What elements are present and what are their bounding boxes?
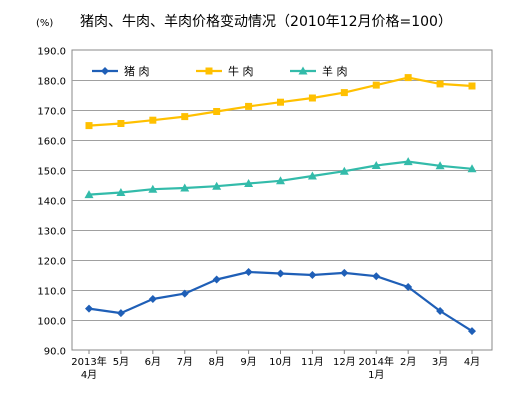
- x-tick-label-line2: 1月: [368, 369, 384, 381]
- x-tick-label: 2014年: [359, 355, 394, 368]
- y-tick-label: 110.0: [37, 287, 66, 298]
- data-point-series-1: [85, 304, 93, 313]
- data-point-series-3: [180, 183, 190, 192]
- data-point-series-1: [404, 283, 413, 291]
- data-point-series-2: [245, 102, 253, 110]
- data-point-series-1: [372, 272, 381, 281]
- data-point-series-2: [308, 94, 316, 102]
- y-tick-label: 120.0: [37, 257, 66, 268]
- data-point-series-1: [244, 268, 253, 276]
- y-tick-label: 180.0: [37, 77, 66, 88]
- x-tick-label: 2月: [400, 356, 416, 368]
- data-point-series-3: [116, 188, 126, 196]
- legend-marker-1: [101, 67, 109, 75]
- data-point-series-2: [213, 108, 221, 115]
- data-point-series-2: [149, 116, 157, 124]
- x-tick-label: 5月: [113, 356, 129, 368]
- data-point-series-1: [308, 271, 317, 279]
- data-point-series-2: [277, 98, 284, 106]
- legend-label-3: 羊 肉: [322, 64, 348, 78]
- data-point-series-2: [340, 89, 348, 97]
- y-tick-label: 130.0: [37, 227, 66, 238]
- data-point-series-3: [371, 161, 381, 169]
- data-point-series-1: [468, 327, 476, 336]
- data-point-series-2: [85, 122, 93, 130]
- data-point-series-1: [276, 269, 285, 278]
- x-tick-label-line2: 4月: [81, 369, 97, 381]
- data-point-series-1: [212, 275, 221, 284]
- x-tick-label: 4月: [464, 356, 480, 368]
- data-point-series-2: [181, 113, 189, 121]
- data-point-series-3: [467, 164, 477, 173]
- data-point-series-1: [148, 295, 157, 303]
- x-tick-label: 3月: [432, 356, 448, 368]
- data-point-series-3: [307, 171, 317, 180]
- data-point-series-3: [403, 157, 413, 166]
- data-point-series-2: [117, 120, 125, 127]
- chart-title: 猪肉、牛肉、羊肉价格变动情况（2010年12月价格=100）: [80, 14, 452, 30]
- y-tick-label: 190.0: [37, 47, 66, 58]
- x-tick-label: 10月: [269, 356, 292, 368]
- data-point-series-3: [276, 176, 285, 185]
- y-tick-label: 160.0: [37, 137, 66, 148]
- data-point-series-1: [180, 289, 189, 298]
- x-tick-label: 9月: [240, 356, 256, 368]
- data-point-series-1: [116, 309, 125, 318]
- y-axis-unit-label: (%): [36, 18, 54, 29]
- legend-marker-2: [205, 67, 213, 75]
- y-tick-label: 100.0: [37, 317, 66, 328]
- data-point-series-3: [435, 161, 445, 170]
- legend-label-1: 猪 肉: [124, 65, 150, 78]
- series-line-1: [88, 270, 473, 333]
- x-tick-label: 2013年: [71, 355, 106, 368]
- data-point-series-1: [436, 307, 445, 315]
- x-tick-label: 11月: [301, 356, 324, 368]
- x-tick-label: 6月: [145, 356, 161, 368]
- data-point-series-3: [84, 190, 94, 199]
- data-point-series-3: [339, 166, 349, 175]
- data-point-series-1: [340, 268, 349, 277]
- data-point-series-3: [148, 184, 158, 193]
- y-tick-label: 140.0: [37, 197, 66, 208]
- y-tick-label: 170.0: [37, 107, 66, 118]
- data-point-series-2: [468, 82, 476, 90]
- x-tick-label: 8月: [208, 356, 224, 368]
- legend-marker-3: [298, 66, 308, 75]
- data-point-series-3: [244, 179, 254, 187]
- data-point-series-2: [436, 80, 444, 88]
- data-point-series-2: [372, 81, 380, 89]
- data-point-series-3: [212, 181, 222, 190]
- y-tick-label: 150.0: [37, 167, 66, 178]
- x-tick-label: 7月: [177, 356, 193, 368]
- legend-label-2: 牛 肉: [228, 64, 254, 78]
- x-tick-label: 12月: [333, 356, 356, 368]
- y-tick-label: 90.0: [44, 347, 66, 358]
- data-point-series-2: [404, 74, 412, 82]
